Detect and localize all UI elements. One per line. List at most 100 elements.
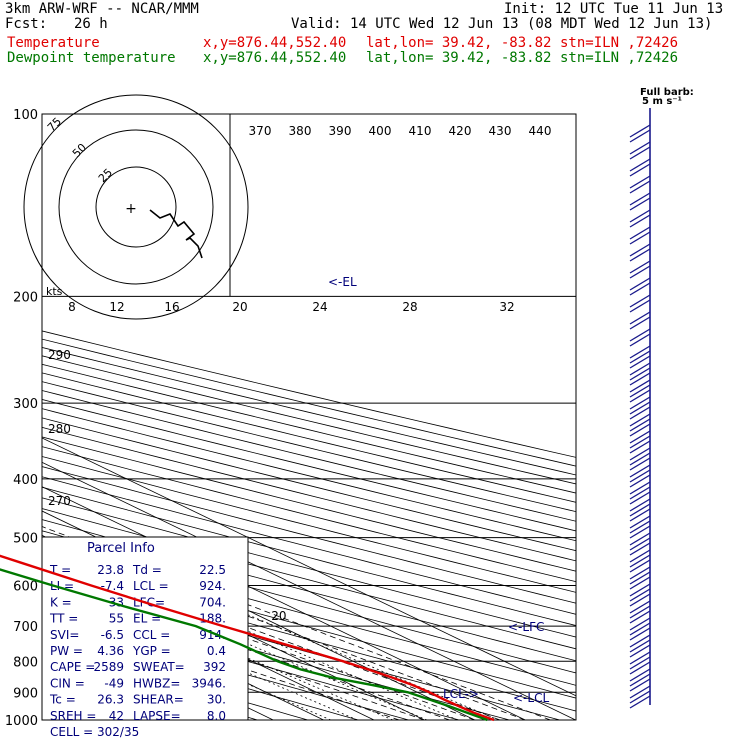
theta-label: 420: [449, 124, 472, 138]
wind-barb: [629, 423, 651, 437]
wind-barb: [629, 644, 651, 658]
wind-barb: [629, 447, 651, 461]
level-annotations: <-EL <-LFC LCL-> <-LCL: [328, 275, 549, 705]
dewpoint-latlon: lat,lon= 39.42, -83.82: [366, 50, 552, 66]
wind-barb: [629, 129, 651, 143]
wind-barb: [629, 515, 651, 529]
dry-adiabat: [42, 338, 576, 467]
wind-barb: [629, 593, 651, 607]
wind-barb: [629, 627, 651, 641]
pressure-tick-label: 200: [13, 290, 38, 305]
dry-adiabat: [42, 476, 576, 615]
wind-barb: [629, 294, 651, 308]
temperature-legend: Temperature: [7, 35, 100, 51]
theta-label: 430: [489, 124, 512, 138]
parcel-info-key: Tc =: [49, 693, 76, 707]
wind-barb: [629, 503, 651, 517]
wind-barb: [629, 401, 651, 415]
parcel-info-value: 0.4: [207, 644, 226, 658]
parcel-info-key: CAPE =: [50, 660, 95, 674]
parcel-info-key: SVI=: [50, 628, 79, 642]
wind-barb: [629, 435, 651, 449]
wind-barb: [629, 384, 651, 398]
wind-barb: [629, 695, 651, 709]
parcel-info-key: PW =: [50, 644, 83, 658]
isotherm: [42, 486, 526, 720]
wind-barb: [629, 333, 651, 347]
parcel-info-key: YGP =: [132, 644, 171, 658]
model-title: 3km ARW-WRF -- NCAR/MMM: [5, 1, 199, 17]
dry-adiabat: [42, 497, 576, 638]
wind-barb: [629, 508, 651, 522]
wind-barb: [629, 389, 651, 403]
dry-adiabat: [42, 330, 576, 458]
hodograph: +75 50 25 kts 8 12 16 20 24 28 32: [23, 94, 515, 320]
wind-barb: [629, 559, 651, 573]
pressure-tick-label: 700: [13, 620, 38, 635]
wind-barb: [629, 678, 651, 692]
parcel-info-key: SREH =: [50, 709, 96, 723]
parcel-info-value: 8.0: [207, 709, 226, 723]
wind-barb: [629, 277, 651, 291]
theta-e-label: 270: [48, 494, 71, 508]
wind-barb: [629, 231, 651, 245]
wind-barb: [629, 600, 651, 614]
dry-adiabat: [42, 486, 576, 626]
wind-barb: [629, 583, 651, 597]
wind-barb: [629, 248, 651, 262]
wind-barb: [629, 396, 651, 410]
parcel-info-value: -6.5: [101, 628, 124, 642]
pressure-tick-label: 300: [13, 397, 38, 412]
wind-barb: [629, 639, 651, 653]
wind-barb: [629, 265, 651, 279]
wind-barb: [629, 158, 651, 172]
parcel-info-key: LAPSE=: [133, 709, 181, 723]
dry-adiabat: [42, 466, 576, 604]
temperature-latlon: lat,lon= 39.42, -83.82: [366, 35, 552, 51]
wind-barb: [629, 192, 651, 206]
theta-label: 390: [329, 124, 352, 138]
parcel-info-key: CCL =: [133, 628, 170, 642]
wind-barb: [629, 379, 651, 393]
wind-barb: [629, 355, 651, 369]
parcel-info-frame: [41, 536, 249, 721]
wind-barb: [629, 481, 651, 495]
wind-barb: [629, 532, 651, 546]
wind-legend-title: Full barb:: [640, 87, 694, 98]
mixing-ratio-line: [42, 594, 331, 720]
wind-barb: [629, 350, 651, 364]
hodograph-speed-label: 28: [402, 300, 417, 314]
pressure-tick-label: 100: [13, 108, 38, 123]
parcel-info-key: CIN =: [50, 676, 85, 690]
isotherm: [42, 437, 576, 697]
wind-barb: [629, 474, 651, 488]
parcel-info-value: 26.3: [97, 693, 124, 707]
pressure-tick-label: 500: [13, 532, 38, 547]
theta-label: 400: [369, 124, 392, 138]
dry-adiabat: [42, 589, 510, 720]
wind-barb: [629, 525, 651, 539]
hodograph-speed-label: 20: [232, 300, 247, 314]
hodograph-trace: [149, 209, 203, 259]
wind-barb: [629, 486, 651, 500]
parcel-info-value: 704.: [199, 595, 226, 609]
hodograph-ring: [95, 166, 177, 248]
temperature-profile: [0, 554, 495, 722]
parcel-info-value: 3946.: [192, 676, 226, 690]
wind-barb: [629, 163, 651, 177]
lfc-marker: <-LFC: [508, 620, 544, 634]
wind-barb: [629, 146, 651, 160]
dewpoint-xy: x,y=876.44,552.40: [203, 50, 347, 66]
wind-barb: [629, 491, 651, 505]
hodograph-ring: [58, 129, 214, 285]
parcel-info-key: TT =: [49, 612, 78, 626]
parcel-info-value: 23.8: [97, 563, 124, 577]
hodograph-ring-label: 25: [96, 166, 115, 185]
hodograph-speed-label: 12: [109, 300, 124, 314]
hodograph-center: +: [125, 201, 137, 217]
wind-barb: [629, 588, 651, 602]
wind-barb: [629, 316, 651, 330]
wind-barb: [629, 651, 651, 665]
parcel-info-key: HWBZ=: [133, 676, 180, 690]
dry-adiabat: [42, 446, 576, 583]
